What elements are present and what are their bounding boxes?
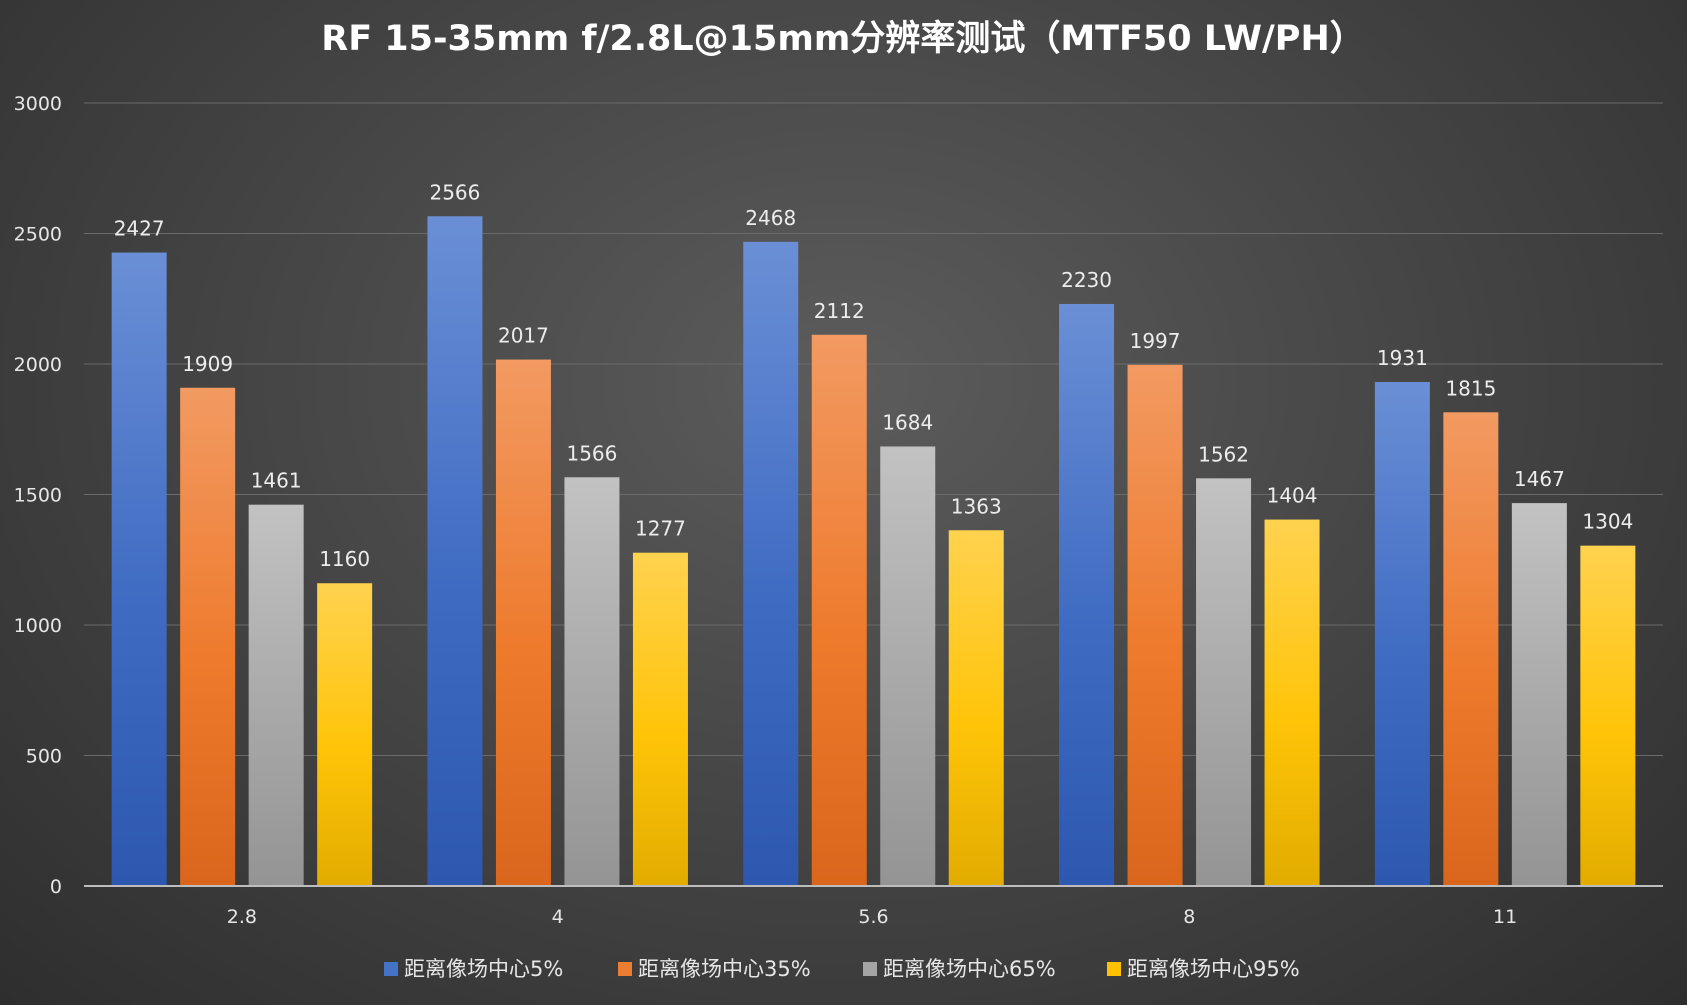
bar-1-4 — [427, 216, 483, 887]
bar-4-2.8 — [317, 583, 373, 886]
legend: 距离像场中心5% 距离像场中心35% 距离像场中心65% 距离像场中心95% — [384, 957, 1300, 981]
data-label: 1461 — [251, 469, 302, 493]
x-tick-label: 2.8 — [227, 906, 257, 928]
bar-2-2.8 — [180, 387, 236, 886]
legend-label: 距离像场中心5% — [404, 957, 563, 981]
data-label: 2427 — [114, 217, 165, 241]
y-tick-label: 2000 — [14, 354, 62, 376]
data-label: 2112 — [814, 299, 865, 323]
data-label: 2230 — [1061, 268, 1112, 292]
bar-4-11 — [1580, 545, 1636, 886]
x-tick-label: 8 — [1183, 906, 1195, 928]
y-tick-label: 0 — [50, 876, 62, 898]
bar-1-2.8 — [111, 252, 167, 887]
data-label: 1277 — [635, 517, 686, 541]
bar-3-2.8 — [248, 504, 304, 886]
data-label: 1684 — [882, 410, 933, 434]
bar-4-4 — [632, 552, 688, 886]
x-tick-label: 5.6 — [858, 906, 888, 928]
legend-label: 距离像场中心35% — [638, 957, 811, 981]
data-label: 1160 — [319, 547, 370, 571]
y-axis: 0 500 1000 1500 2000 2500 3000 — [14, 93, 62, 898]
legend-label: 距离像场中心65% — [883, 957, 1056, 981]
bar-2-8 — [1127, 364, 1183, 887]
y-tick-label: 1000 — [14, 615, 62, 637]
bar-3-4 — [564, 477, 620, 886]
bar-2-5.6 — [811, 334, 867, 886]
data-label: 1363 — [951, 494, 1002, 518]
data-label: 1404 — [1267, 484, 1318, 508]
legend-label: 距离像场中心95% — [1127, 957, 1300, 981]
bars — [111, 216, 1636, 887]
data-label: 1467 — [1514, 467, 1565, 491]
bar-3-8 — [1196, 478, 1252, 886]
data-label: 1815 — [1445, 376, 1496, 400]
bar-1-5.6 — [743, 241, 799, 887]
legend-swatch — [863, 962, 877, 976]
data-label: 1997 — [1130, 329, 1181, 353]
data-label: 1304 — [1582, 510, 1633, 534]
data-label: 2017 — [498, 324, 549, 348]
data-label: 1566 — [566, 441, 617, 465]
data-label: 2468 — [745, 206, 796, 230]
legend-swatch — [618, 962, 632, 976]
bar-2-11 — [1443, 412, 1499, 886]
chart-title: RF 15-35mm f/2.8L@15mm分辨率测试（MTF50 LW/PH） — [321, 19, 1365, 59]
y-tick-label: 2500 — [14, 224, 62, 246]
bar-1-11 — [1374, 382, 1430, 886]
x-axis: 2.8 4 5.6 8 11 — [227, 906, 1517, 928]
x-tick-label: 4 — [552, 906, 564, 928]
y-tick-label: 1500 — [14, 485, 62, 507]
y-tick-label: 3000 — [14, 93, 62, 115]
bar-4-5.6 — [948, 530, 1004, 886]
x-tick-label: 11 — [1493, 906, 1517, 928]
data-label: 1909 — [182, 352, 233, 376]
legend-swatch — [1107, 962, 1121, 976]
bar-3-5.6 — [880, 446, 936, 886]
bar-3-11 — [1511, 503, 1567, 886]
bar-4-8 — [1264, 519, 1320, 886]
data-label: 1931 — [1377, 346, 1428, 370]
bar-2-4 — [495, 359, 551, 886]
legend-swatch — [384, 962, 398, 976]
data-labels: 2427 1909 1461 1160 2566 2017 1566 1277 2468 2112… — [114, 180, 1634, 571]
data-label: 2566 — [429, 180, 480, 204]
bar-1-8 — [1059, 303, 1115, 887]
data-label: 1562 — [1198, 442, 1249, 466]
y-tick-label: 500 — [26, 746, 62, 768]
